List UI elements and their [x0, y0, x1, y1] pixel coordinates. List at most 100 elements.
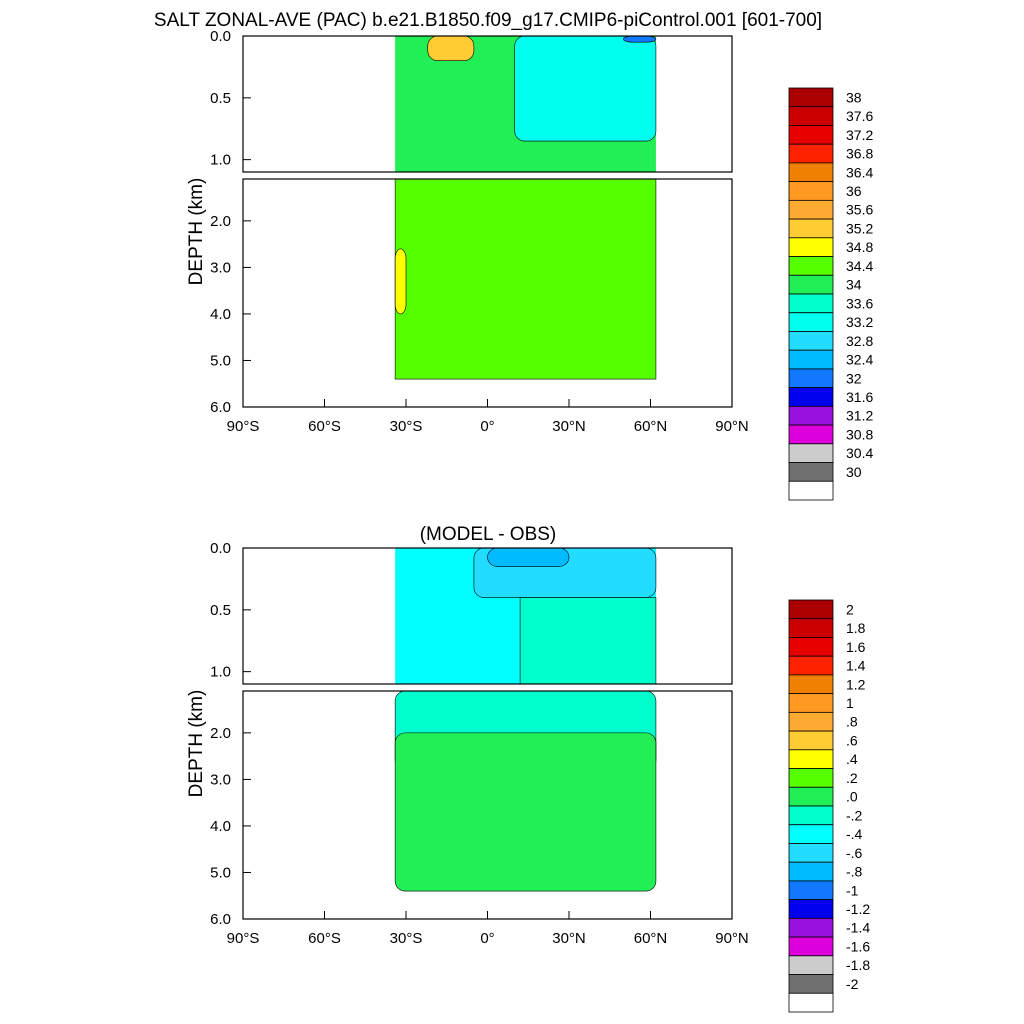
colorbar-label: 36.4: [846, 164, 873, 180]
colorbar-label: 34.8: [846, 239, 873, 255]
colorbar-swatch: [788, 480, 834, 501]
colorbar-swatch: [788, 106, 834, 126]
colorbar-label: 36.8: [846, 146, 873, 162]
colorbar-label: .4: [846, 751, 858, 767]
colorbar-label: 33.2: [846, 314, 873, 330]
y-tick-label: 6.0: [210, 399, 231, 416]
colorbar-label: 33.6: [846, 295, 873, 311]
colorbar-label: 2: [846, 601, 854, 617]
colorbar-label: .8: [846, 714, 858, 730]
difference-panel: 0.0 0.5 1.0 2.0 3.0 4.0 5.0 6.0 90°S 60°S 30°S 0° 30…: [186, 540, 749, 947]
x-tick-label: 0°: [480, 418, 494, 435]
colorbar-label: 32: [846, 370, 862, 386]
colorbar-swatch: [788, 199, 834, 220]
colorbar-swatch: [788, 462, 834, 482]
colorbar-swatch: [788, 936, 834, 957]
x-tick-label: 0°: [480, 930, 494, 947]
y-tick-label: 0.5: [210, 90, 231, 107]
y-tick-label: 0.0: [210, 540, 231, 557]
colorbar-swatch: [788, 143, 834, 164]
contour-region-5: [487, 548, 570, 567]
colorbar-swatch: [788, 768, 834, 788]
colorbar-label: 35.6: [846, 202, 873, 218]
colorbar-swatch: [788, 992, 834, 1013]
x-tick-label: 30°S: [390, 418, 423, 435]
figure-title: SALT ZONAL-AVE (PAC) b.e21.B1850.f09_g17…: [154, 10, 822, 31]
x-tick-label: 90°N: [715, 418, 749, 435]
colorbar-label: 34: [846, 277, 862, 293]
y-tick-label: 3.0: [210, 259, 231, 276]
y-axis-label: DEPTH (km): [186, 178, 207, 286]
colorbar-label: -1.2: [846, 901, 870, 917]
contour-region-3: [427, 36, 475, 62]
colorbar-swatch: [788, 786, 834, 807]
colorbar-label: -.2: [846, 807, 863, 823]
contour-region-2: [394, 248, 407, 315]
y-tick-label: 4.0: [210, 818, 231, 835]
colorbar-label: 37.6: [846, 108, 873, 124]
colorbar-label: -.8: [846, 864, 863, 880]
colorbar-label: 1.2: [846, 676, 866, 692]
colorbar-label: 30: [846, 464, 862, 480]
colorbar-swatch: [788, 899, 834, 919]
x-tick-label: 30°N: [552, 418, 586, 435]
colorbar-swatch: [788, 637, 834, 657]
colorbar-label: 1.6: [846, 639, 866, 655]
colorbar-swatch: [788, 599, 834, 620]
y-tick-label: 0.0: [210, 28, 231, 45]
colorbar-label: 30.4: [846, 445, 873, 461]
colorbar-swatch: [788, 674, 834, 695]
y-tick-label: 5.0: [210, 352, 231, 369]
colorbar-label: -1: [846, 882, 859, 898]
colorbar-label: 34.4: [846, 258, 873, 274]
y-tick-label: 4.0: [210, 306, 231, 323]
colorbar-label: 36: [846, 183, 862, 199]
colorbar-swatch: [788, 824, 834, 844]
colorbar-label: 1.4: [846, 658, 866, 674]
contour-region-1: [519, 597, 657, 684]
panel2-title: (MODEL - OBS): [420, 524, 557, 545]
y-tick-label: 0.5: [210, 602, 231, 619]
colorbar-swatch: [788, 655, 834, 676]
colorbar-swatch: [788, 693, 834, 713]
colorbar-swatch: [788, 917, 834, 938]
colorbar-swatch: [788, 805, 834, 826]
colorbar-label: -2: [846, 976, 859, 992]
colorbar-label: .2: [846, 770, 858, 786]
colorbar-label: .0: [846, 789, 858, 805]
colorbar-label: 32.4: [846, 352, 873, 368]
colorbar-swatch: [788, 880, 834, 901]
colorbar-label: 30.8: [846, 426, 873, 442]
colorbar-swatch: [788, 162, 834, 183]
x-tick-label: 60°N: [634, 930, 668, 947]
colorbar-label: -.6: [846, 845, 863, 861]
colorbar-swatch: [788, 405, 834, 426]
colorbar-label: 31.6: [846, 389, 873, 405]
colorbar-swatch: [788, 312, 834, 332]
colorbar-swatch: [788, 618, 834, 638]
colorbar-swatch: [788, 274, 834, 295]
y-tick-label: 1.0: [210, 664, 231, 681]
colorbar-label: -1.8: [846, 957, 870, 973]
y-tick-label: 2.0: [210, 725, 231, 742]
difference-colorbar: 21.81.61.41.21.8.6.4.2.0-.2-.4-.6-.8-1-1…: [788, 599, 870, 1013]
colorbar-label: 1: [846, 695, 854, 711]
colorbar-label: 37.2: [846, 127, 873, 143]
colorbar-swatch: [788, 749, 834, 769]
colorbar-swatch: [788, 237, 834, 257]
x-tick-label: 30°S: [390, 930, 423, 947]
y-tick-label: 3.0: [210, 771, 231, 788]
colorbar-swatch: [788, 331, 834, 351]
x-tick-label: 60°S: [308, 930, 341, 947]
colorbar-swatch: [788, 368, 834, 389]
colorbar-swatch: [788, 256, 834, 276]
colorbar-swatch: [788, 711, 834, 732]
colorbar-swatch: [788, 293, 834, 314]
x-tick-label: 60°S: [308, 418, 341, 435]
colorbar-label: -.4: [846, 826, 863, 842]
x-tick-label: 30°N: [552, 930, 586, 947]
colorbar-label: 31.2: [846, 408, 873, 424]
colorbar-label: 38: [846, 89, 862, 105]
colorbar-swatch: [788, 955, 834, 975]
